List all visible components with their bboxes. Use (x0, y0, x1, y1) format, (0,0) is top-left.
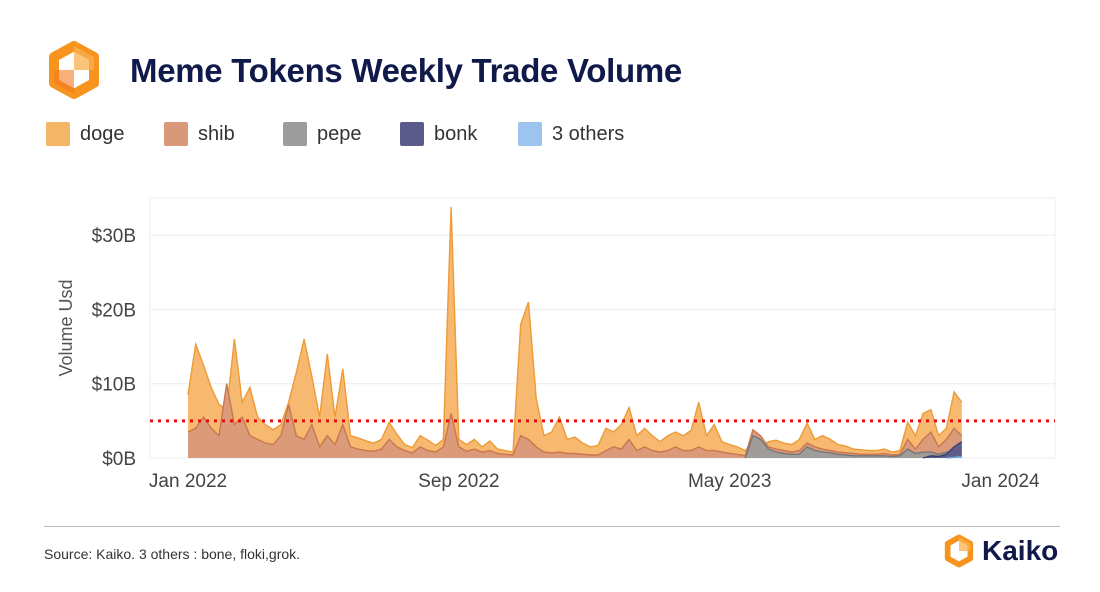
area-bonk (923, 441, 962, 458)
y-tick-label: $20B (92, 300, 136, 321)
legend-label-bonk: bonk (434, 122, 478, 145)
legend-swatch-pepe (283, 122, 307, 146)
x-tick-label: Jan 2024 (961, 471, 1040, 492)
area-shib (188, 383, 962, 458)
legend-swatch-bonk (400, 122, 424, 146)
y-tick-label: $10B (92, 375, 136, 396)
x-tick-label: Sep 2022 (418, 471, 499, 492)
legend-item-others: 3 others (518, 122, 658, 146)
legend-swatch-doge (46, 122, 70, 146)
legend-item-doge: doge (46, 122, 164, 146)
legend-label-doge: doge (80, 122, 125, 145)
y-tick-label: $0B (102, 449, 136, 470)
chart-legend: doge shib pepe bonk 3 others (46, 122, 658, 146)
legend-item-shib: shib (164, 122, 283, 146)
x-tick-label: Jan 2022 (149, 471, 227, 492)
legend-swatch-others (518, 122, 542, 146)
legend-label-shib: shib (198, 122, 235, 145)
area-doge (188, 206, 962, 458)
line-3-others (946, 455, 962, 459)
kaiko-brand-icon (944, 534, 974, 568)
area-3-others (946, 456, 962, 458)
kaiko-brand: Kaiko (942, 534, 1058, 568)
legend-item-bonk: bonk (400, 122, 518, 146)
kaiko-hexagon-icon (49, 41, 99, 99)
legend-swatch-shib (164, 122, 188, 146)
line-pepe (744, 434, 962, 459)
line-shib (187, 383, 963, 457)
line-bonk (922, 441, 963, 459)
page-title: Meme Tokens Weekly Trade Volume (130, 52, 682, 89)
source-note: Source: Kaiko. 3 others : bone, floki,gr… (44, 546, 301, 562)
y-tick-label: $30B (92, 226, 136, 247)
brand-name: Kaiko (982, 535, 1059, 566)
line-doge (187, 206, 963, 453)
area-chart: $0B $10B $20B $30B Volume Usd Jan 2022 Sep 202… (56, 197, 1056, 492)
legend-label-others: 3 others (552, 122, 625, 145)
y-axis-label: Volume Usd (56, 279, 76, 376)
footer-divider (44, 526, 1060, 527)
legend-item-pepe: pepe (283, 122, 400, 146)
area-pepe (745, 435, 962, 458)
legend-label-pepe: pepe (317, 122, 362, 145)
x-tick-label: May 2023 (688, 471, 771, 492)
